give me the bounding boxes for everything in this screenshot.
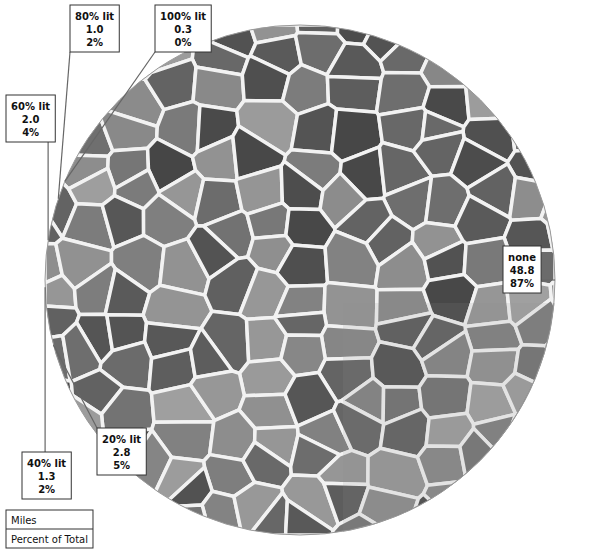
stone: [45, 414, 76, 451]
label-percent: 0%: [175, 37, 192, 48]
slices: [343, 303, 555, 535]
stone: [45, 275, 76, 308]
label-percent: 2%: [86, 37, 103, 48]
label-box: 60% lit 2.0 4%: [6, 95, 55, 142]
stone: [249, 493, 287, 535]
chart-svg: 20% lit 2.8 5% 40% lit 1.3 2% 60% lit 2.0 4% 80% …: [0, 0, 603, 556]
label-frame: [22, 452, 71, 499]
label-value: 0.3: [174, 24, 192, 35]
label-frame: [6, 95, 55, 142]
stone: [275, 312, 327, 335]
leader-line: [65, 52, 155, 181]
key-divider: [6, 529, 93, 530]
stone: [114, 25, 155, 45]
stone: [155, 505, 209, 535]
label-percent: 2%: [38, 484, 55, 495]
label-box: 20% lit 2.8 5%: [97, 428, 146, 475]
stone: [327, 43, 384, 79]
stone: [458, 518, 506, 535]
stone: [45, 25, 74, 46]
label-key: Miles Percent of Total: [6, 510, 93, 548]
key-frame: [6, 510, 93, 548]
label-box: none 48.8 87%: [503, 246, 541, 293]
stone: [206, 530, 247, 535]
key-text: Miles: [11, 515, 37, 526]
stone: [291, 104, 336, 153]
stone: [553, 521, 555, 535]
stone: [461, 476, 505, 521]
stone: [102, 387, 155, 432]
leader-line: [44, 287, 45, 452]
stone: [281, 161, 323, 209]
stone: [66, 73, 117, 116]
label-frame: [155, 5, 211, 52]
stone: [466, 72, 507, 119]
stone: [511, 105, 554, 151]
stone: [469, 25, 514, 74]
chart-root: 20% lit 2.8 5% 40% lit 1.3 2% 60% lit 2.0 4% 80% …: [0, 0, 603, 556]
label-frame: [503, 246, 541, 293]
stone: [538, 473, 555, 520]
pie-rim: [45, 25, 555, 535]
label-category: 80% lit: [75, 11, 114, 22]
stone: [424, 25, 473, 58]
label-box: 100% lit 0.3 0%: [155, 5, 211, 52]
stone: [325, 231, 378, 287]
stone: [511, 25, 554, 37]
stone: [554, 64, 555, 70]
label-value: 48.8: [510, 265, 535, 276]
stone: [191, 328, 233, 377]
stone: [45, 378, 72, 419]
leader-line: [53, 345, 97, 428]
label-value: 2.0: [22, 114, 40, 125]
stone-texture: [45, 25, 555, 535]
label-frame: [70, 5, 119, 52]
label-box: 80% lit 1.0 2%: [70, 5, 119, 52]
stone: [506, 515, 555, 535]
label-value: 2.8: [113, 447, 131, 458]
stone: [501, 443, 555, 492]
stone: [375, 242, 429, 290]
stone: [545, 70, 555, 114]
label-value: 1.3: [38, 471, 56, 482]
key-text: Percent of Total: [11, 534, 88, 545]
label-frame: [97, 428, 146, 475]
label-value: 1.0: [86, 24, 104, 35]
stone: [247, 203, 289, 238]
label-percent: 87%: [510, 278, 534, 289]
label-percent: 5%: [113, 460, 130, 471]
stone: [97, 507, 155, 535]
stone: [510, 177, 554, 220]
stone: [553, 25, 555, 39]
stone: [242, 56, 289, 101]
stone: [286, 500, 334, 535]
stone: [383, 526, 415, 535]
stone: [498, 483, 547, 529]
data-labels: 20% lit 2.8 5% 40% lit 1.3 2% 60% lit 2.0 4% 80% …: [6, 5, 555, 499]
label-category: 20% lit: [102, 434, 141, 445]
stone: [543, 370, 555, 407]
texture-ground: [45, 25, 555, 535]
stone: [513, 30, 555, 78]
stone: [98, 471, 156, 509]
label-percent: 4%: [22, 127, 39, 138]
leader-line: [58, 52, 70, 199]
stone: [500, 67, 546, 121]
label-category: 100% lit: [160, 11, 206, 22]
stone: [421, 48, 475, 87]
stone: [105, 269, 150, 315]
stone: [553, 447, 555, 455]
leader-line: [541, 279, 555, 280]
label-category: 60% lit: [11, 101, 50, 112]
leader-line: [48, 142, 49, 240]
stone: [536, 406, 555, 448]
label-category: 40% lit: [27, 458, 66, 469]
stone: [462, 25, 498, 45]
pie-slice: [343, 303, 555, 535]
label-category: none: [508, 252, 536, 263]
label-box: 40% lit 1.3 2%: [22, 452, 71, 499]
stone: [545, 113, 555, 159]
stone: [243, 442, 292, 488]
